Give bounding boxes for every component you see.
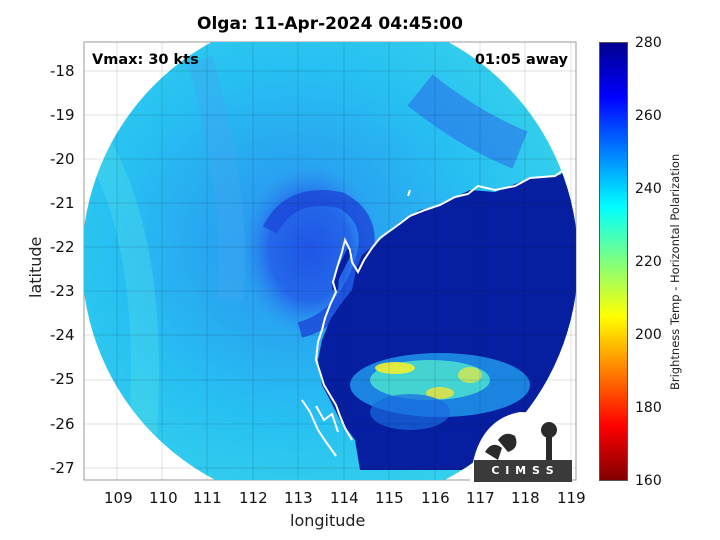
x-tick: 116 — [421, 489, 450, 507]
colorbar-tick: 160 — [635, 473, 662, 489]
x-tick: 114 — [330, 489, 359, 507]
y-tick: -27 — [50, 459, 75, 477]
y-tick: -20 — [50, 150, 75, 168]
y-tick: -24 — [50, 326, 75, 344]
figure-title: Olga: 11-Apr-2024 04:45:00 — [197, 14, 463, 34]
cimss-logo — [470, 412, 572, 482]
vmax-label: Vmax: 30 kts — [92, 52, 199, 68]
x-tick: 109 — [104, 489, 133, 507]
y-tick: -21 — [50, 194, 75, 212]
satellite-swath — [84, 42, 576, 480]
x-axis-label: longitude — [290, 511, 366, 530]
colorbar-tick: 260 — [635, 108, 662, 124]
x-tick: 117 — [466, 489, 495, 507]
logo-text: C I M S S — [491, 464, 555, 477]
y-tick: -22 — [50, 238, 75, 256]
colorbar-label: Brightness Temp - Horizontal Polarizatio… — [668, 153, 682, 390]
coastline — [301, 157, 576, 457]
colorbar — [599, 42, 628, 481]
colorbar-tick: 180 — [635, 400, 662, 416]
x-tick: 110 — [149, 489, 178, 507]
y-tick: -23 — [50, 282, 75, 300]
y-tick: -19 — [50, 106, 75, 124]
time-away-label: 01:05 away — [474, 52, 568, 68]
colorbar-tick: 280 — [635, 35, 662, 51]
grid-lines — [84, 42, 576, 480]
colorbar-tick: 220 — [635, 254, 662, 270]
warm-patch — [350, 353, 530, 430]
x-tick: 118 — [511, 489, 540, 507]
y-tick: -25 — [50, 370, 75, 388]
y-tick: -26 — [50, 415, 75, 433]
x-tick: 119 — [557, 489, 586, 507]
colorbar-tick: 240 — [635, 181, 662, 197]
colorbar-tick: 200 — [635, 327, 662, 343]
x-tick: 115 — [375, 489, 404, 507]
x-tick: 111 — [193, 489, 222, 507]
x-tick: 113 — [284, 489, 313, 507]
x-tick: 112 — [239, 489, 268, 507]
y-axis-label: latitude — [26, 236, 45, 298]
y-tick: -18 — [50, 62, 75, 80]
